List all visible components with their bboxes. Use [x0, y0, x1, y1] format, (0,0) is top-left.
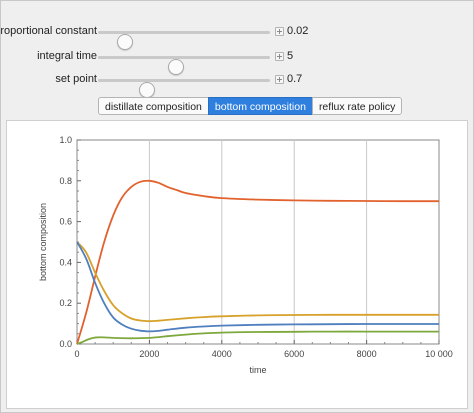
plus-icon[interactable]: [275, 75, 284, 84]
control-row-integral-time: integral time 5: [1, 47, 474, 75]
value-readout: 5: [287, 50, 294, 62]
x-tick-label: 0: [74, 349, 79, 359]
y-axis-label: bottom composition: [38, 203, 48, 281]
y-tick-label: 1.0: [59, 135, 72, 145]
slider-thumb[interactable]: [139, 82, 156, 98]
x-tick-label: 2000: [139, 349, 159, 359]
set-point-slider[interactable]: [98, 79, 270, 98]
tab-distillate-composition[interactable]: distillate composition: [98, 97, 209, 115]
series-line-4: [76, 330, 439, 345]
plot-frame: [76, 139, 440, 345]
value-readout: 0.02: [287, 25, 309, 37]
x-tick-label: 4000: [212, 349, 232, 359]
y-tick-label: 0.8: [59, 176, 72, 186]
control-row-proportional-constant: proportional constant 0.02: [0, 22, 474, 50]
slider-thumb[interactable]: [116, 34, 133, 50]
plot-panel: 0 2000 4000 6000 8000 10 000 0.0 0.2 0.4 0.6 0.8 1.…: [6, 120, 468, 409]
series-line-3: [76, 241, 439, 333]
series-line-1: [76, 179, 439, 345]
proportional-constant-slider[interactable]: [98, 31, 270, 50]
x-tick-label: 8000: [357, 349, 377, 359]
control-label: integral time: [37, 50, 97, 62]
plus-icon[interactable]: [275, 52, 284, 61]
line-chart: 0 2000 4000 6000 8000 10 000 0.0 0.2 0.4 0.6 0.8 1.…: [38, 135, 453, 375]
series-line-2: [76, 241, 439, 323]
control-row-set-point: set point 0.7: [1, 70, 474, 98]
control-label: set point: [55, 73, 97, 85]
tab-bottom-composition[interactable]: bottom composition: [207, 97, 313, 115]
x-tick-label: 6000: [284, 349, 304, 359]
tab-reflux-rate-policy[interactable]: reflux rate policy: [311, 97, 403, 115]
y-tick-label: 0.6: [59, 217, 72, 227]
control-label: proportional constant: [0, 25, 97, 37]
view-tabs: distillate composition bottom compositio…: [98, 97, 403, 115]
integral-time-slider[interactable]: [98, 56, 270, 75]
y-tick-label: 0.2: [59, 298, 72, 308]
y-tick-label: 0.0: [59, 339, 72, 349]
y-tick-label: 0.4: [59, 257, 72, 267]
x-tick-label: 10 000: [425, 349, 453, 359]
plus-icon[interactable]: [275, 27, 284, 36]
slider-thumb[interactable]: [168, 59, 185, 75]
value-readout: 0.7: [287, 73, 303, 85]
x-axis-label: time: [249, 365, 266, 375]
